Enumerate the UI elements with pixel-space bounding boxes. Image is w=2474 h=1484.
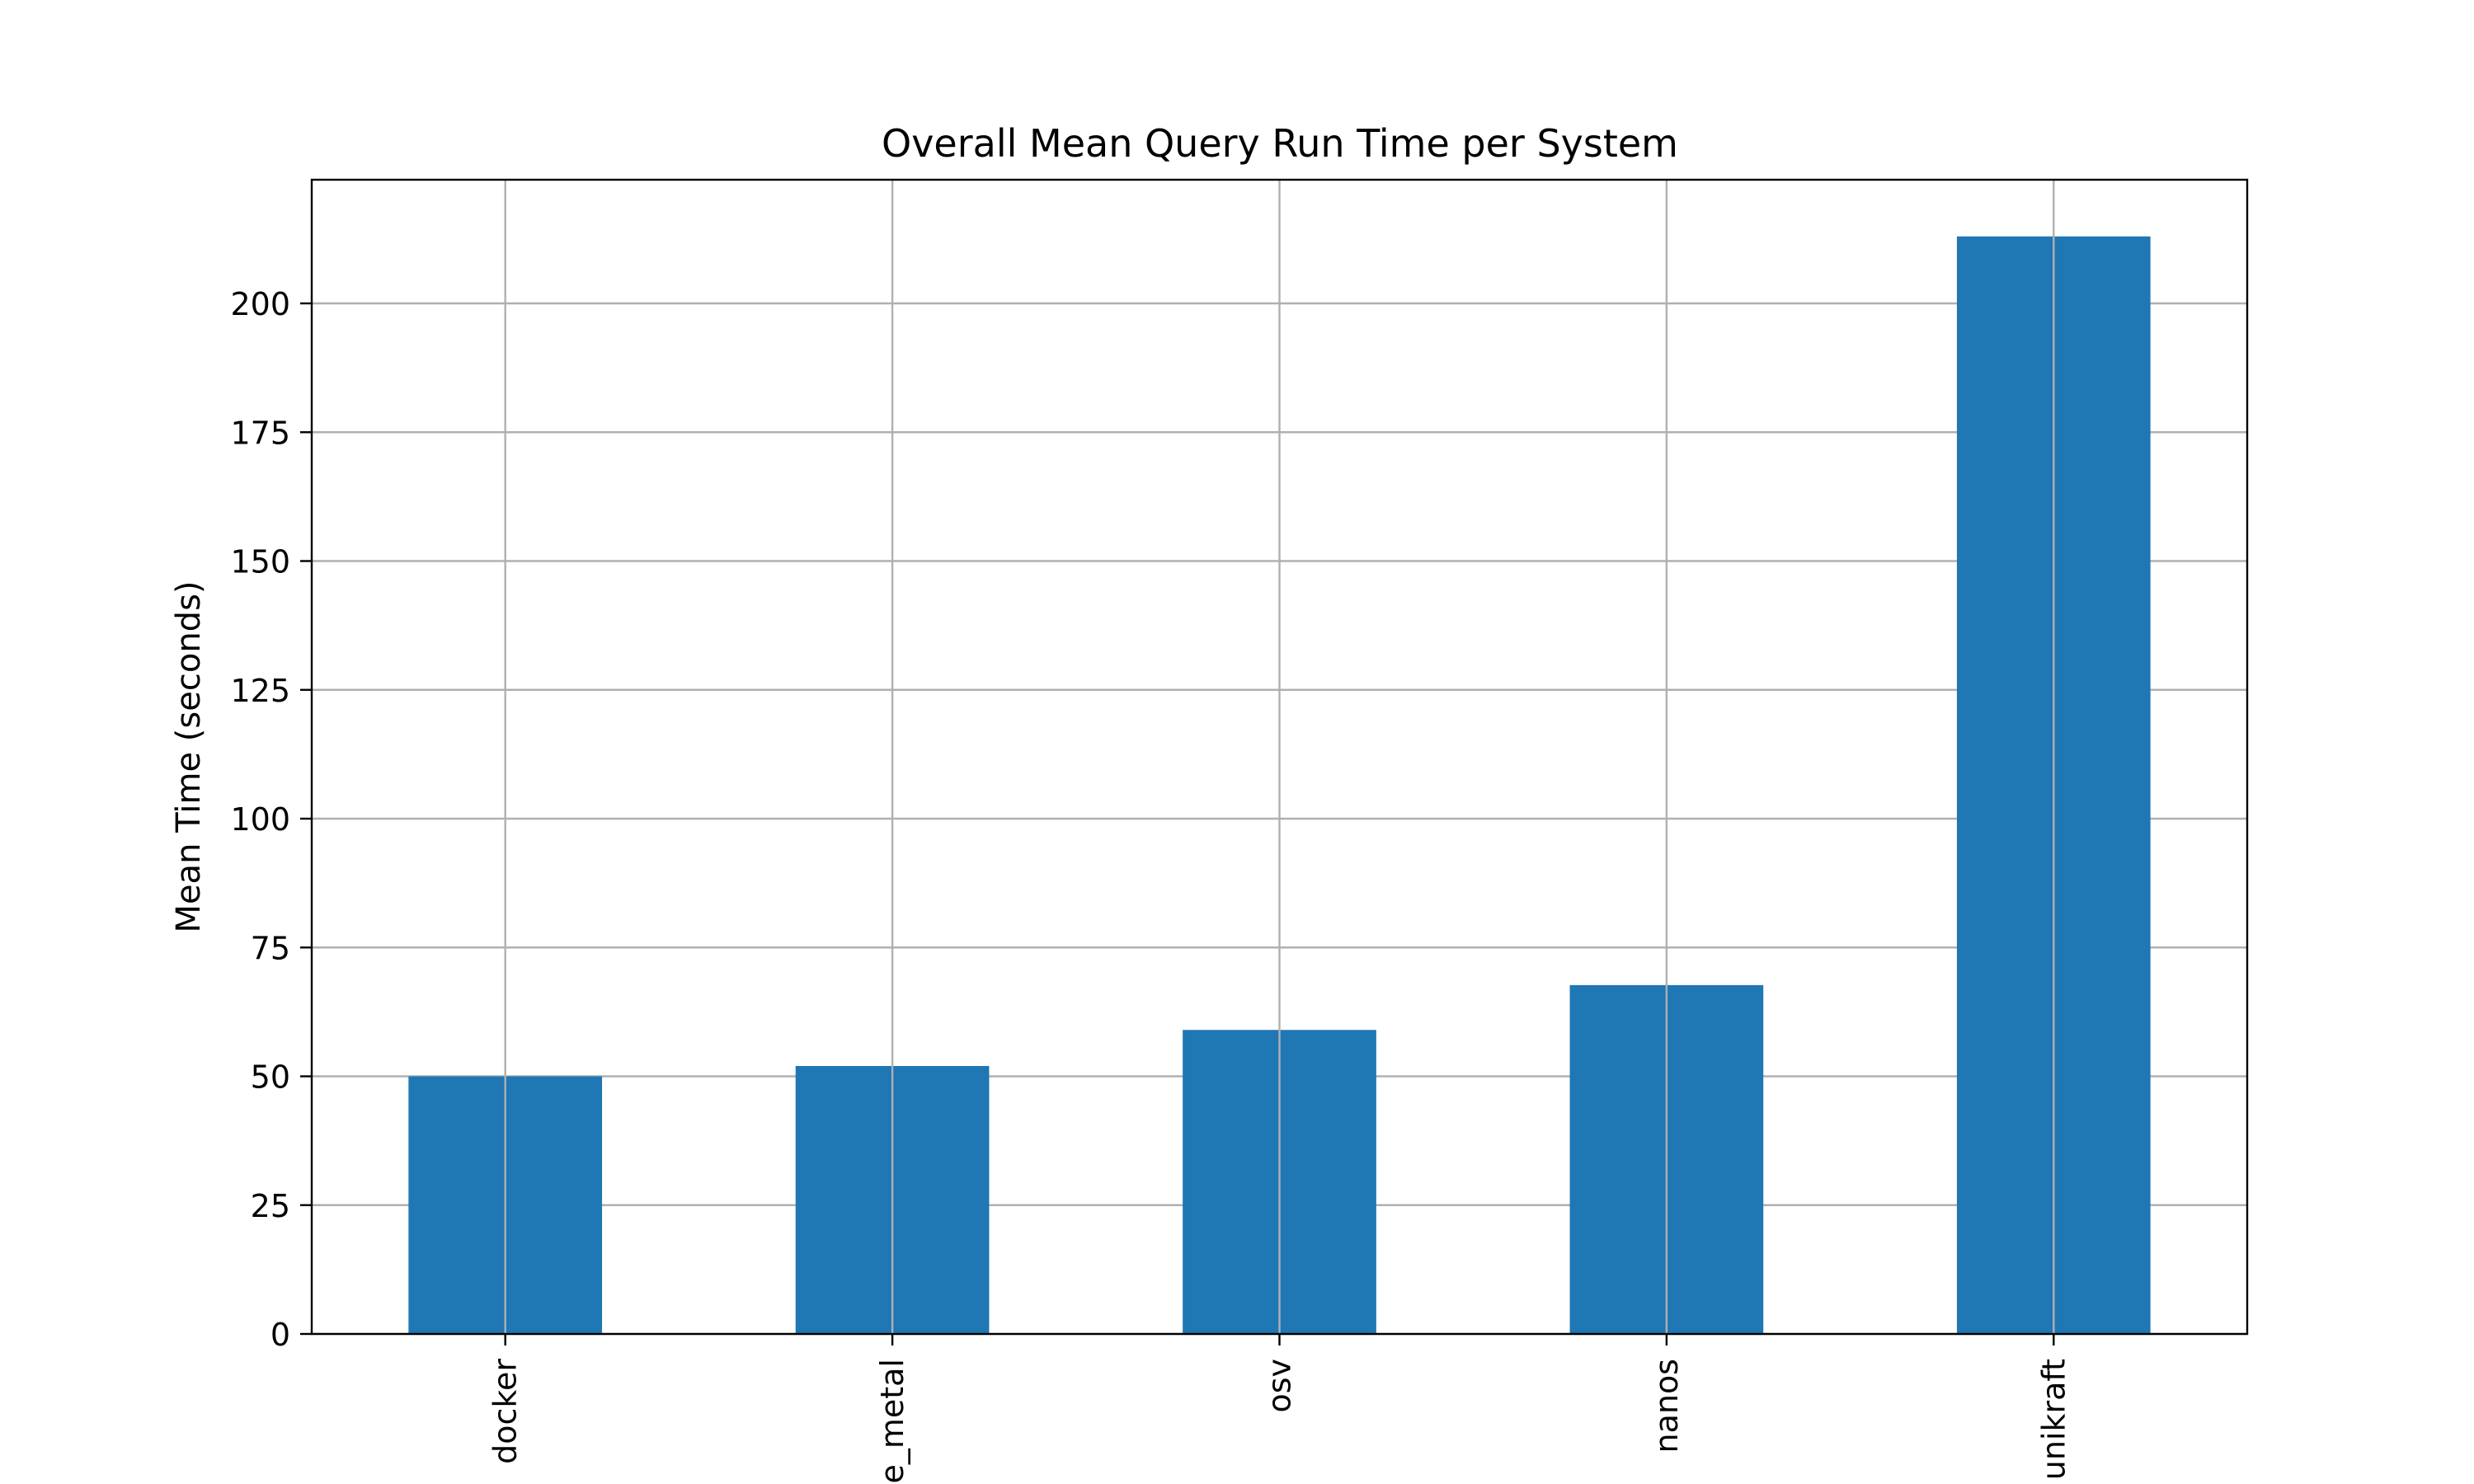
chart-title: Overall Mean Query Run Time per System [882,121,1678,166]
y-tick-label: 125 [230,673,290,709]
x-tick-label-docker: docker [487,1359,524,1464]
y-tick-label: 0 [270,1317,290,1353]
vertical-grid-lines [504,180,2055,1334]
y-tick-label: 150 [230,544,290,580]
y-tick-label: 75 [251,930,290,966]
y-tick-label: 200 [230,286,290,322]
x-tick-label-nanos: nanos [1649,1359,1685,1453]
y-tick-label: 175 [230,415,290,451]
y-tick-label: 50 [251,1059,290,1096]
x-tick-label-e_metal: e_metal [874,1359,910,1484]
x-tick-label-osv: osv [1262,1359,1298,1413]
y-tick-label: 100 [230,801,290,838]
y-axis-ticks: 0 25 50 75 100 125 150 175 200 [230,286,312,1353]
x-tick-label-unikraft: unikraft [2035,1359,2072,1480]
x-axis-ticks: docker e_metal osv nanos unikraft [487,1334,2072,1484]
y-axis-label: Mean Time (seconds) [170,580,208,932]
y-tick-label: 25 [251,1188,290,1224]
